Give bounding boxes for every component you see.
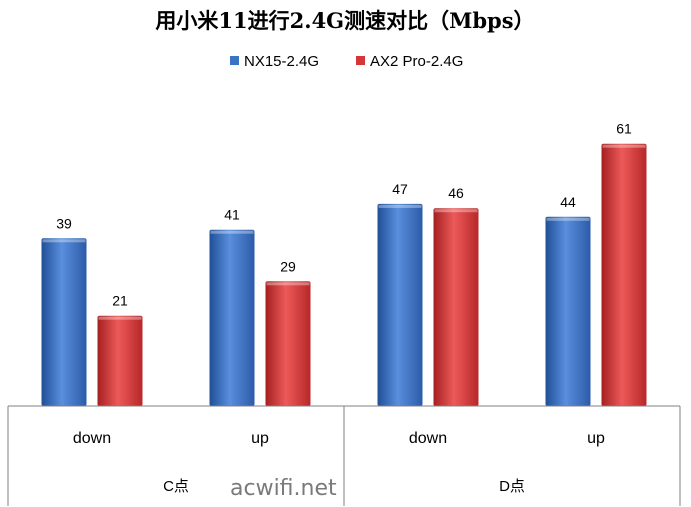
category-label-0: down bbox=[73, 430, 111, 447]
legend-label-0: NX15-2.4G bbox=[244, 53, 319, 70]
value-label-0-2: 47 bbox=[392, 181, 408, 197]
value-label-1-1: 29 bbox=[280, 258, 296, 274]
bar-1-1 bbox=[265, 281, 311, 406]
value-labels: 39 21 41 29 47 46 44 61 bbox=[56, 121, 632, 309]
value-label-1-3: 61 bbox=[616, 121, 632, 137]
watermark: acwifi.net bbox=[230, 476, 337, 501]
category-label-3: up bbox=[587, 430, 605, 447]
value-label-1-2: 46 bbox=[448, 185, 464, 201]
bar-1-3 bbox=[601, 143, 647, 406]
category-axis: down up down up C点 D点 bbox=[7, 405, 681, 506]
bar-highlight bbox=[602, 144, 646, 148]
bar-highlight bbox=[42, 239, 86, 243]
bar-0-1 bbox=[209, 229, 255, 406]
bar-1-2 bbox=[433, 208, 479, 406]
chart-title: 用小米11进行2.4G测速对比（Mbps） bbox=[155, 8, 534, 33]
bar-body bbox=[545, 216, 591, 406]
bar-highlight bbox=[98, 316, 142, 320]
bars bbox=[41, 143, 647, 406]
bar-highlight bbox=[378, 204, 422, 208]
bar-body bbox=[265, 281, 311, 406]
bar-body bbox=[41, 238, 87, 406]
category-label-2: down bbox=[409, 430, 447, 447]
bar-body bbox=[209, 229, 255, 406]
legend-label-1: AX2 Pro-2.4G bbox=[370, 53, 463, 70]
bar-body bbox=[433, 208, 479, 406]
bar-0-3 bbox=[545, 216, 591, 406]
value-label-0-3: 44 bbox=[560, 194, 576, 210]
legend-swatch-0 bbox=[230, 56, 239, 65]
bar-0-2 bbox=[377, 203, 423, 406]
bar-highlight bbox=[546, 217, 590, 221]
bar-highlight bbox=[266, 282, 310, 286]
legend: NX15-2.4G AX2 Pro-2.4G bbox=[230, 53, 463, 70]
bar-1-0 bbox=[97, 315, 143, 406]
legend-swatch-1 bbox=[356, 56, 365, 65]
value-label-0-1: 41 bbox=[224, 207, 240, 223]
value-label-0-0: 39 bbox=[56, 215, 72, 231]
bar-highlight bbox=[210, 230, 254, 234]
group-label-1: D点 bbox=[499, 478, 525, 495]
value-label-1-0: 21 bbox=[112, 293, 128, 309]
bar-body bbox=[97, 315, 143, 406]
category-label-1: up bbox=[251, 430, 269, 447]
bar-body bbox=[601, 143, 647, 406]
bar-highlight bbox=[434, 209, 478, 213]
bar-0-0 bbox=[41, 238, 87, 406]
group-label-0: C点 bbox=[163, 478, 189, 495]
bar-body bbox=[377, 203, 423, 406]
